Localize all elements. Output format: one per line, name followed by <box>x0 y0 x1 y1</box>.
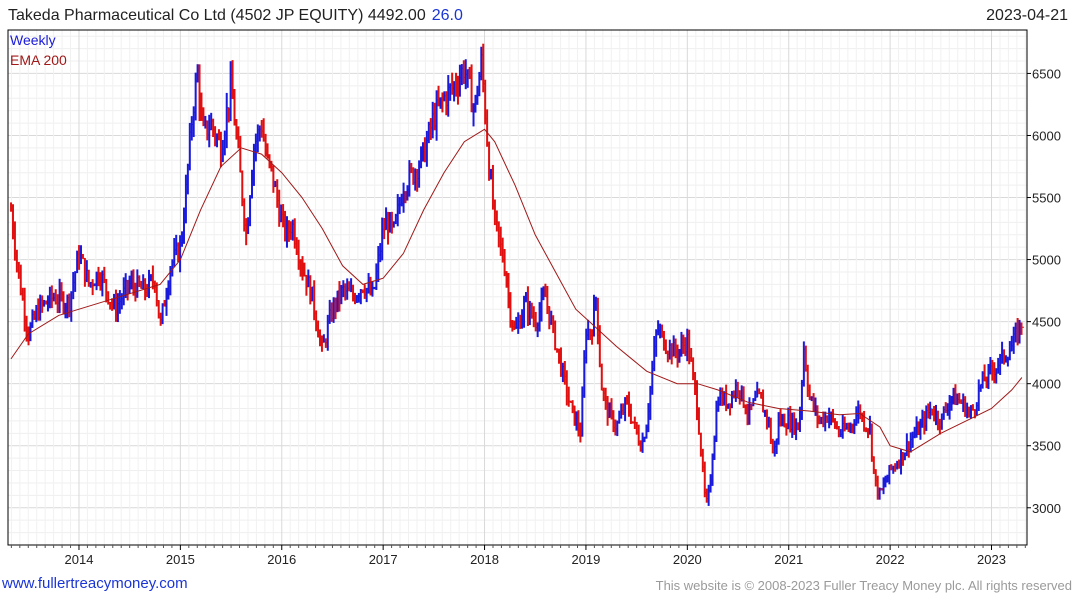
y-tick-label: 3500 <box>1032 439 1061 454</box>
x-axis: 2014 2015 2016 2017 2018 2019 2020 2021 2022 2023 <box>10 545 1026 567</box>
y-tick-label: 4000 <box>1032 377 1061 392</box>
x-tick-label: 2019 <box>571 552 600 567</box>
ema-line-group <box>10 128 1023 453</box>
y-tick-label: 6000 <box>1032 128 1061 143</box>
x-tick-label: 2022 <box>876 552 905 567</box>
plot-frame <box>7 29 1028 546</box>
x-tick-label: 2021 <box>774 552 803 567</box>
legend-weekly: Weekly <box>10 32 56 48</box>
x-tick-label: 2018 <box>470 552 499 567</box>
y-tick-label: 5000 <box>1032 253 1061 268</box>
x-tick-label: 2014 <box>65 552 94 567</box>
y-tick-label: 3000 <box>1032 501 1061 516</box>
legend-ema: EMA 200 <box>10 52 67 68</box>
x-tick-label: 2016 <box>267 552 296 567</box>
price-bars <box>10 43 1025 506</box>
y-tick-label: 6500 <box>1032 66 1061 81</box>
footer-copyright: This website is © 2008-2023 Fuller Treac… <box>655 578 1072 593</box>
y-axis: 3000 3500 4000 4500 5000 5500 6000 6500 <box>1027 66 1061 516</box>
x-tick-label: 2015 <box>166 552 195 567</box>
y-tick-label: 5500 <box>1032 191 1061 206</box>
y-tick-label: 4500 <box>1032 315 1061 330</box>
x-tick-label: 2023 <box>977 552 1006 567</box>
x-tick-label: 2017 <box>369 552 398 567</box>
grid <box>8 30 1027 546</box>
footer-site-link[interactable]: www.fullertreacymoney.com <box>2 575 188 592</box>
chart-title-text: Takeda Pharmaceutical Co Ltd (4502 JP EQ… <box>8 7 426 24</box>
x-tick-label: 2020 <box>673 552 702 567</box>
ema-line <box>10 128 1023 453</box>
price-change: 26.0 <box>432 7 463 24</box>
chart-title: Takeda Pharmaceutical Co Ltd (4502 JP EQ… <box>8 7 463 24</box>
chart-date: 2023-04-21 <box>986 7 1068 24</box>
